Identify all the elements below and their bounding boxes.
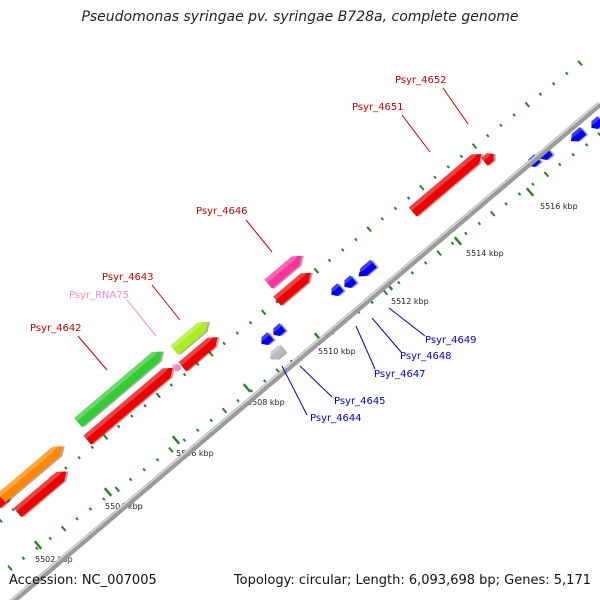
gene-arrow-blue xyxy=(259,332,276,346)
tick-label: 5514 kbp xyxy=(466,249,504,258)
tick-mark xyxy=(453,236,463,246)
gene-arrow-psyr-4644 xyxy=(267,345,288,360)
tick-label: 5506 kbp xyxy=(176,449,214,458)
gene-arrow-psyr-4647 xyxy=(342,275,359,289)
label-layer: Psyr_4642 Psyr_4643 Psyr_RNA75 Psyr_4646 Psy… xyxy=(30,75,477,424)
gene-arrow-psyr-4643 xyxy=(74,348,165,428)
gene-arrow-red xyxy=(13,468,69,518)
leader-line xyxy=(281,365,308,416)
gene-arrow-red xyxy=(178,334,220,372)
gene-arrow-psyr-4651 xyxy=(408,151,484,217)
gene-label-psyr-4643: Psyr_4643 xyxy=(102,272,154,283)
gene-label-psyr-rna75: Psyr_RNA75 xyxy=(69,290,129,301)
feature-layer xyxy=(0,116,600,518)
gene-label-psyr-4649: Psyr_4649 xyxy=(425,335,477,346)
gene-arrow-red xyxy=(273,269,313,306)
gene-label-psyr-4647: Psyr_4647 xyxy=(374,369,426,380)
leader-lines xyxy=(77,87,469,416)
gene-label-psyr-4644: Psyr_4644 xyxy=(310,413,362,424)
gene-arrow-blue xyxy=(589,116,600,130)
gene-label-psyr-4652: Psyr_4652 xyxy=(395,75,447,86)
leader-line xyxy=(371,317,402,353)
gene-arrow-red xyxy=(83,364,175,445)
gene-arrow-psyr-4642 xyxy=(0,443,65,503)
gene-arrow-psyr-rna75 xyxy=(171,363,182,372)
backbone xyxy=(9,101,600,600)
tick-mark xyxy=(103,487,113,497)
leader-line xyxy=(388,307,426,337)
tick-mark xyxy=(171,435,181,445)
tick-mark xyxy=(525,187,535,197)
leader-line xyxy=(401,114,431,153)
tick-label: 5516 kbp xyxy=(540,202,578,211)
map-title: Pseudomonas syringae pv. syringae B728a,… xyxy=(81,9,519,25)
leader-line xyxy=(245,219,273,253)
leader-line xyxy=(442,87,469,125)
tick-label: 5510 kbp xyxy=(318,347,356,356)
gene-arrow-psyr-4652 xyxy=(481,151,496,166)
gene-arrow-psyr-4649 xyxy=(568,127,589,142)
gene-arrow-psyr-4646 xyxy=(264,252,304,289)
leader-line xyxy=(77,335,108,371)
leader-line xyxy=(126,299,157,337)
accession-text: Accession: NC_007005 xyxy=(9,573,157,588)
tick-label: 5502 kbp xyxy=(35,555,73,564)
gene-label-psyr-4642: Psyr_4642 xyxy=(30,323,82,334)
gene-label-psyr-4645: Psyr_4645 xyxy=(334,396,386,407)
leader-line xyxy=(151,284,181,321)
gene-label-psyr-4648: Psyr_4648 xyxy=(400,351,452,362)
summary-text: Topology: circular; Length: 6,093,698 bp… xyxy=(233,573,591,588)
tick-mark xyxy=(242,383,252,393)
leader-line xyxy=(355,325,376,370)
gene-label-psyr-4646: Psyr_4646 xyxy=(196,206,248,217)
gene-arrow-blue xyxy=(271,323,288,337)
gene-arrow-psyr-4645 xyxy=(329,283,346,297)
tick-label: 5508 kbp xyxy=(247,398,285,407)
leader-line xyxy=(299,365,333,398)
gene-label-psyr-4651: Psyr_4651 xyxy=(352,102,404,113)
tick-mark xyxy=(33,540,43,550)
tick-label: 5512 kbp xyxy=(391,297,429,306)
gene-arrow-psyr-4648 xyxy=(356,259,379,277)
gene-arrow-lime xyxy=(170,318,210,355)
